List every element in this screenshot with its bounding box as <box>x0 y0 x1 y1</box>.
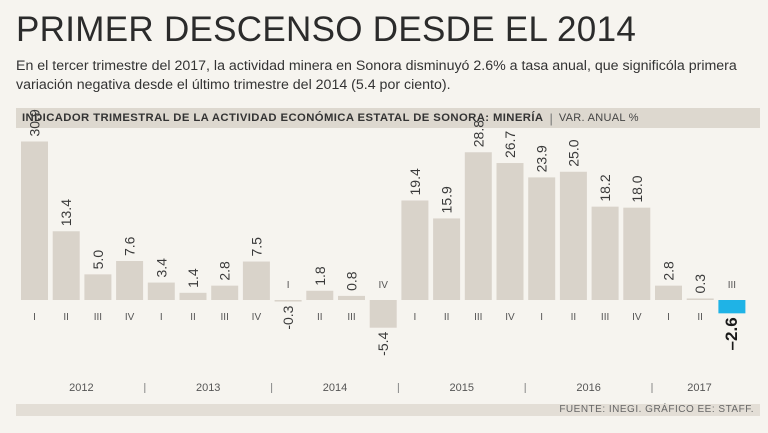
quarter-label-5: I <box>160 312 163 323</box>
chart-subtitle: En el tercer trimestre del 2017, la acti… <box>16 58 737 93</box>
value-label-2: 13.4 <box>58 199 74 226</box>
bar-2 <box>52 231 80 300</box>
quarter-label-8: IV <box>252 312 262 323</box>
bar-8 <box>242 261 270 300</box>
value-label-20: 18.0 <box>629 175 645 202</box>
bar-10 <box>306 290 334 300</box>
bar-17 <box>528 177 556 300</box>
bar-6 <box>179 292 207 300</box>
quarter-label-21: I <box>667 312 670 323</box>
value-label-15: 28.8 <box>470 120 486 147</box>
value-label-16: 26.7 <box>502 131 518 158</box>
value-label-17: 23.9 <box>534 145 550 172</box>
bar-18 <box>559 171 587 300</box>
bar-21 <box>655 285 682 300</box>
quarter-label-14: II <box>444 312 450 323</box>
value-label-14: 15.9 <box>439 186 455 213</box>
year-label-2016: 2016 <box>576 382 600 394</box>
value-label-10: 1.8 <box>312 266 328 286</box>
value-label-6: 1.4 <box>185 268 201 288</box>
header-separator: | <box>549 110 553 126</box>
bar-3 <box>84 274 112 300</box>
year-label-2014: 2014 <box>323 382 347 394</box>
value-label-11: 0.8 <box>344 271 360 291</box>
quarter-label-18: II <box>571 312 577 323</box>
quarter-label-13: I <box>414 312 417 323</box>
bar-16 <box>496 163 524 300</box>
quarter-label-6: II <box>190 312 196 323</box>
value-label-8: 7.5 <box>248 237 264 257</box>
indicator-title: INDICADOR TRIMESTRAL DE LA ACTIVIDAD ECO… <box>22 112 544 124</box>
quarter-label-19: III <box>601 312 609 323</box>
value-label-9: -0.3 <box>280 305 296 329</box>
bar-19 <box>591 206 619 300</box>
year-label-2012: 2012 <box>69 382 93 394</box>
bar-23 <box>718 300 746 314</box>
bar-22 <box>686 298 714 300</box>
quarter-label-22: II <box>697 312 703 323</box>
bar-14 <box>433 218 461 300</box>
bar-20 <box>623 207 651 300</box>
value-label-12: -5.4 <box>375 331 391 355</box>
year-label-2013: 2013 <box>196 382 220 394</box>
quarter-label-17: I <box>540 312 543 323</box>
year-label-2017: 2017 <box>687 382 711 394</box>
year-label-2015: 2015 <box>450 382 474 394</box>
value-label-1: 30.9 <box>27 109 43 136</box>
quarter-label-4: IV <box>125 312 135 323</box>
unit-label: VAR. ANUAL % <box>558 112 639 124</box>
quarter-label-15: III <box>474 312 482 323</box>
footer-band <box>16 404 760 416</box>
quarter-label-11: III <box>347 312 355 323</box>
bar-12 <box>369 300 397 328</box>
bar-15 <box>464 152 492 300</box>
value-label-13: 19.4 <box>407 168 423 195</box>
value-label-3: 5.0 <box>90 250 106 270</box>
quarter-label-1: I <box>33 312 36 323</box>
bar-4 <box>116 261 144 300</box>
quarter-label-10: II <box>317 312 323 323</box>
value-label-4: 7.6 <box>122 236 138 256</box>
value-label-7: 2.8 <box>217 261 233 281</box>
value-label-18: 25.0 <box>565 139 581 166</box>
quarter-label-23: III <box>728 280 736 291</box>
quarter-label-16: IV <box>505 312 515 323</box>
value-label-22: 0.3 <box>692 274 708 294</box>
bar-1 <box>21 141 48 300</box>
value-label-21: 2.8 <box>661 261 677 281</box>
quarter-label-9: I <box>287 280 290 291</box>
bar-13 <box>401 200 429 300</box>
quarter-label-2: II <box>63 312 69 323</box>
bar-11 <box>338 295 365 300</box>
bar-5 <box>147 282 175 300</box>
quarter-label-12: IV <box>378 280 388 291</box>
page-title: PRIMER DESCENSO DESDE EL 2014 <box>16 10 637 49</box>
bar-7 <box>211 285 239 300</box>
source-note: FUENTE: INEGI. GRÁFICO EE: STAFF. <box>559 404 754 415</box>
quarter-label-3: III <box>94 312 102 323</box>
value-label-5: 3.4 <box>153 258 169 278</box>
indicator-header: INDICADOR TRIMESTRAL DE LA ACTIVIDAD ECO… <box>16 108 760 128</box>
quarter-label-7: III <box>221 312 229 323</box>
bar-9 <box>274 300 302 302</box>
value-label-19: 18.2 <box>597 174 613 201</box>
value-label-23: –2.6 <box>722 317 741 350</box>
quarter-label-20: IV <box>632 312 642 323</box>
